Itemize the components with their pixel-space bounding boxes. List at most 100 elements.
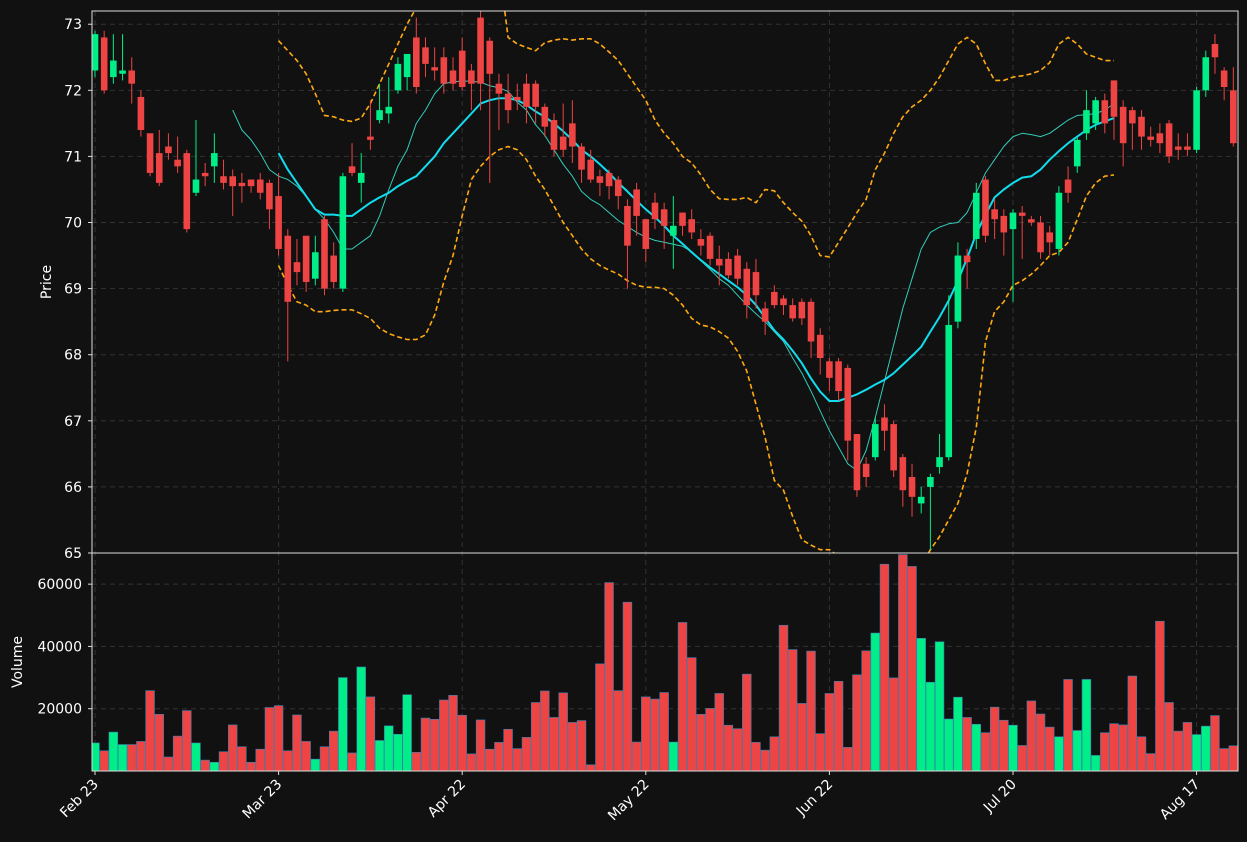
candle-body	[321, 219, 328, 289]
candle-body	[330, 255, 337, 282]
volume-bar	[191, 742, 201, 771]
volume-bar	[604, 582, 614, 771]
price-tick-label: 65	[64, 546, 82, 562]
candle-body	[816, 334, 824, 359]
volume-bar	[411, 752, 421, 771]
candle-body	[413, 37, 420, 88]
candle-body	[541, 106, 549, 127]
candle-body	[972, 192, 980, 240]
candle-body	[826, 361, 833, 378]
candle-body	[1138, 116, 1145, 137]
volume-bar	[732, 728, 743, 771]
volume-bar	[540, 690, 550, 771]
volume-bar	[1008, 724, 1018, 771]
candle-body	[1046, 232, 1054, 243]
volume-bar	[1136, 736, 1147, 771]
volume-bar	[182, 710, 192, 771]
candle-body	[183, 153, 191, 230]
volume-bar	[696, 714, 706, 771]
volume-axis-title: Volume	[10, 636, 26, 688]
volume-bar	[898, 554, 908, 771]
candle-body	[146, 133, 154, 173]
volume-bar	[99, 750, 109, 771]
volume-bar	[228, 724, 238, 771]
candle-body	[1037, 222, 1044, 253]
volume-bar	[246, 761, 256, 771]
candle-body	[1009, 212, 1017, 230]
candle-body	[1174, 146, 1182, 150]
volume-bar	[769, 736, 780, 771]
candle-body	[523, 83, 530, 107]
candle-body	[835, 361, 842, 392]
candle-body	[1064, 179, 1072, 193]
candle-body	[486, 40, 494, 74]
lower-band-line	[277, 145, 1115, 553]
candle-body	[844, 367, 852, 441]
candle-body	[963, 255, 971, 263]
candle-body	[651, 202, 659, 220]
volume-bar	[521, 737, 532, 771]
candle-body	[807, 301, 815, 342]
candle-body	[559, 136, 567, 150]
volume-bar	[1109, 723, 1119, 771]
volume-bar	[962, 717, 972, 771]
volume-bar	[503, 728, 513, 771]
candle-body	[927, 476, 934, 487]
volume-bar	[1228, 745, 1238, 771]
volume-bar	[273, 705, 284, 771]
candle-body	[881, 417, 888, 431]
candle-body	[376, 110, 383, 121]
volume-bar	[374, 740, 385, 771]
candle-body	[247, 179, 255, 187]
volume-bar	[852, 674, 862, 771]
volume-bar	[384, 725, 394, 771]
candle-body	[734, 255, 741, 279]
candle-body	[100, 37, 108, 91]
volume-bar	[1035, 713, 1046, 771]
candle-body	[367, 136, 374, 140]
volume-bar	[558, 692, 568, 771]
candle-body	[1000, 215, 1008, 233]
volume-panel-frame	[91, 552, 1239, 772]
volume-bar	[209, 761, 220, 771]
candle-body	[1110, 80, 1118, 117]
volume-bar	[668, 741, 679, 771]
candle-body	[431, 67, 438, 71]
candle-body	[642, 219, 650, 249]
candle-body	[872, 424, 879, 458]
price-candles	[92, 11, 1237, 550]
volume-bar	[806, 650, 816, 771]
candle-body	[165, 146, 172, 154]
price-tick-label: 71	[64, 149, 82, 165]
candle-body	[266, 182, 273, 210]
candle-body	[670, 225, 677, 236]
price-tick-label: 69	[64, 282, 82, 298]
volume-bar	[200, 759, 210, 771]
candle-body	[853, 434, 861, 491]
volume-bar	[154, 714, 164, 771]
volume-bar	[1155, 620, 1165, 771]
volume-bar	[714, 693, 724, 771]
volume-bar	[1017, 745, 1027, 771]
volume-bar	[1054, 736, 1064, 771]
candle-body	[899, 457, 907, 491]
volume-bar	[576, 720, 587, 771]
volume-bar	[429, 719, 440, 771]
volume-bar	[145, 690, 155, 771]
volume-bar	[439, 699, 449, 771]
volume-bar	[218, 751, 229, 771]
volume-bar	[494, 742, 504, 771]
candle-body	[917, 496, 925, 504]
candle-body	[394, 63, 402, 91]
candle-body	[688, 219, 695, 233]
volume-bar	[944, 718, 954, 771]
volume-bar	[402, 694, 412, 771]
candle-body	[679, 212, 686, 226]
volume-bar	[989, 706, 1000, 771]
volume-bar	[1063, 679, 1073, 771]
candle-body	[1147, 136, 1154, 140]
candle-body	[477, 17, 484, 84]
candle-body	[550, 120, 558, 150]
volume-bar	[1100, 732, 1110, 771]
price-tick-label: 72	[64, 83, 82, 99]
